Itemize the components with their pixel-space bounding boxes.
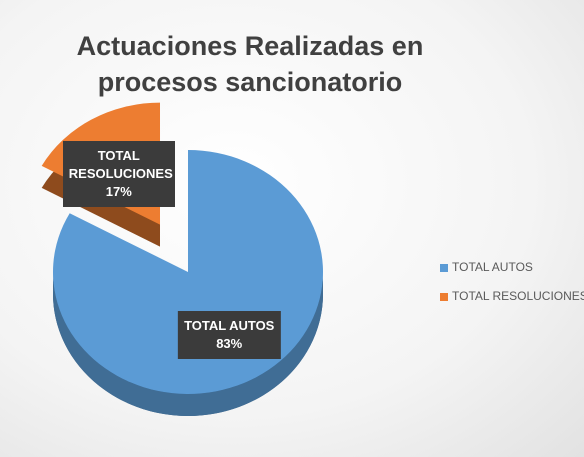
- data-label: TOTAL RESOLUCIONES 17%: [62, 140, 175, 207]
- slice-side: [53, 272, 323, 416]
- data-label: TOTAL AUTOS 83%: [178, 311, 281, 359]
- legend-swatch: [440, 293, 448, 301]
- data-label-value: 83%: [216, 336, 243, 351]
- data-label-name: TOTAL AUTOS: [184, 318, 275, 333]
- data-label-value: 17%: [105, 183, 132, 199]
- legend-swatch: [440, 264, 448, 272]
- chart-title: Actuaciones Realizadas en procesos sanci…: [76, 31, 424, 97]
- legend-label: TOTAL AUTOS: [452, 260, 533, 274]
- data-label-name: TOTAL RESOLUCIONES: [68, 147, 173, 181]
- legend-label: TOTAL RESOLUCIONES: [452, 289, 584, 303]
